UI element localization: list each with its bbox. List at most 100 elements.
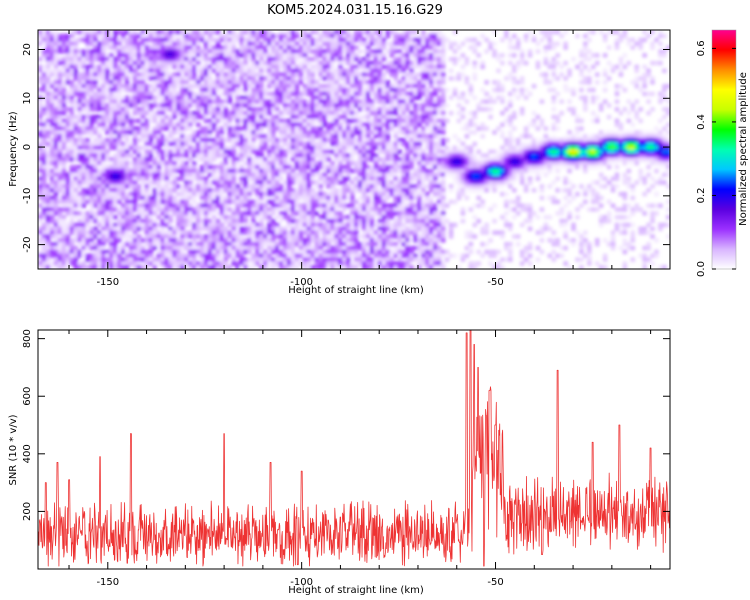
heatmap-cell (381, 87, 387, 93)
heatmap-cell (389, 141, 395, 147)
heatmap-cell (318, 257, 323, 262)
heatmap-cell (203, 191, 209, 197)
heatmap-cell (172, 207, 177, 212)
heatmap-cell (172, 184, 177, 189)
heatmap-cell (385, 242, 391, 247)
heatmap-cell (346, 30, 351, 35)
heatmap-cell (188, 141, 193, 147)
heatmap-cell (239, 218, 244, 224)
heatmap-cell (124, 118, 130, 124)
heatmap-cell (128, 168, 134, 174)
heatmap-cell (57, 41, 63, 47)
heatmap-cell (215, 83, 221, 89)
heatmap-cell (49, 261, 55, 266)
heatmap-cell (57, 242, 63, 247)
heatmap-cell (278, 149, 284, 154)
heatmap-cell (215, 37, 221, 43)
heatmap-cell (377, 33, 383, 39)
heatmap-cell (290, 68, 296, 73)
heatmap-cell (203, 253, 209, 259)
heatmap-cell (318, 149, 323, 154)
heatmap-cell (377, 87, 383, 93)
heatmap-cell (361, 49, 367, 54)
heatmap-cell (318, 215, 323, 220)
heatmap-cell (77, 53, 83, 58)
heatmap-cell (152, 76, 158, 81)
heatmap-cell (152, 95, 158, 100)
heatmap-cell (310, 180, 316, 185)
heatmap-cell (199, 149, 205, 154)
heatmap-cell (239, 141, 244, 147)
heatmap-cell (326, 72, 331, 77)
heatmap-cell (235, 265, 241, 269)
heatmap-cell (223, 218, 229, 224)
heatmap-cell (101, 76, 106, 81)
heatmap-cell (322, 30, 327, 35)
heatmap-cell (263, 157, 268, 162)
heatmap-cell (231, 226, 237, 232)
heatmap-cell (342, 76, 347, 81)
heatmap-cell (322, 234, 327, 239)
heatmap-cell (278, 37, 284, 43)
heatmap-cell (93, 211, 98, 216)
heatmap-cell (53, 110, 59, 116)
heatmap-cell (85, 45, 90, 50)
heatmap-cell (152, 191, 158, 197)
heatmap-cell (203, 203, 209, 208)
heatmap-cell (109, 191, 114, 197)
heatmap-cell (120, 265, 126, 269)
heatmap-cell (357, 257, 363, 262)
heatmap-cell (365, 222, 371, 228)
heatmap-cell (354, 222, 359, 228)
heatmap-cell (164, 249, 169, 255)
heatmap-cell (357, 103, 363, 108)
heatmap-cell (314, 161, 320, 166)
heatmap-cell (365, 53, 371, 58)
heatmap-cell (49, 122, 55, 127)
heatmap-cell (263, 180, 268, 185)
heatmap-cell (251, 188, 256, 193)
heatmap-cell (219, 68, 225, 73)
heatmap-cell (247, 226, 252, 232)
heatmap-cell (140, 137, 146, 143)
heatmap-cell (326, 157, 331, 162)
heatmap-cell (196, 80, 201, 85)
heatmap-cell (38, 211, 43, 216)
heatmap-cell (184, 76, 189, 81)
heatmap-cell (156, 103, 162, 108)
heatmap-cell (330, 238, 335, 243)
heatmap-cell (365, 218, 371, 224)
heatmap-cell (97, 238, 102, 243)
heatmap-cell (168, 199, 173, 205)
heatmap-cell (136, 99, 142, 104)
heatmap-cell (93, 107, 98, 112)
heatmap-cell (357, 153, 363, 158)
heatmap-cell (120, 168, 126, 174)
heatmap-cell (239, 261, 244, 266)
heatmap-cell (109, 207, 114, 212)
heatmap-cell (124, 215, 130, 220)
heatmap-cell (93, 199, 98, 205)
heatmap-cell (38, 91, 43, 97)
heatmap-cell (231, 137, 237, 143)
heatmap-cell (136, 176, 142, 181)
heatmap-cell (338, 87, 343, 93)
heatmap-cell (53, 168, 59, 174)
heatmap-cell (148, 110, 154, 116)
heatmap-cell (275, 53, 280, 58)
heatmap-cell (278, 118, 284, 124)
heatmap-cell (73, 103, 79, 108)
heatmap-cell (109, 176, 114, 181)
heatmap-cell (255, 238, 260, 243)
heatmap-cell (342, 56, 347, 62)
heatmap-cell (65, 226, 71, 232)
heatmap-cell (117, 257, 122, 262)
heatmap-cell (148, 149, 154, 154)
heatmap-cell (294, 211, 300, 216)
heatmap-cell (105, 257, 110, 262)
heatmap-cell (294, 164, 300, 170)
heatmap-cell (109, 195, 114, 201)
heatmap-cell (109, 80, 114, 85)
heatmap-cell (369, 137, 375, 143)
heatmap-cell (334, 137, 339, 143)
